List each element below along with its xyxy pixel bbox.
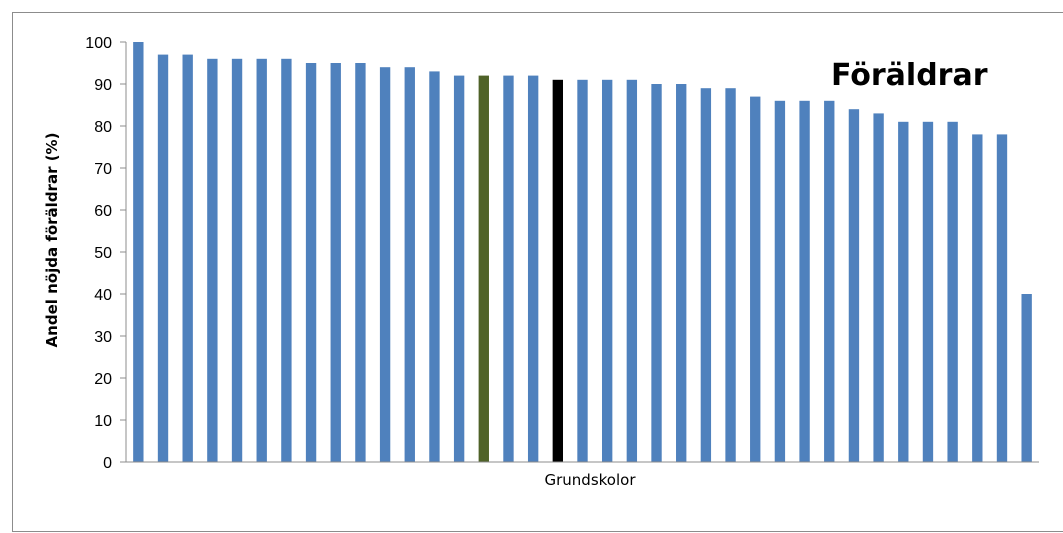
chart-title: Föräldrar bbox=[831, 58, 988, 93]
bar bbox=[330, 63, 341, 462]
bar bbox=[527, 75, 539, 462]
bar bbox=[750, 96, 761, 462]
bar bbox=[182, 54, 193, 462]
y-tick-label: 30 bbox=[94, 329, 112, 346]
bar bbox=[651, 84, 662, 462]
y-tick-label: 50 bbox=[94, 245, 112, 262]
y-tick-label: 0 bbox=[103, 455, 112, 472]
bar bbox=[453, 75, 465, 462]
bar bbox=[947, 121, 958, 463]
y-tick-label: 80 bbox=[94, 119, 112, 136]
y-tick-label: 40 bbox=[94, 287, 112, 304]
bar bbox=[379, 67, 391, 462]
bar bbox=[355, 63, 366, 462]
bar bbox=[725, 88, 736, 462]
bar bbox=[503, 75, 514, 462]
bar bbox=[429, 71, 440, 463]
chart-frame: 0 10 20 30 40 50 60 70 80 90 100 Föräldrar Andel n… bbox=[12, 12, 1063, 532]
bar bbox=[1021, 294, 1032, 462]
y-tick-label: 10 bbox=[94, 413, 112, 430]
bar bbox=[873, 113, 884, 463]
bar bbox=[478, 75, 489, 462]
bar bbox=[577, 79, 588, 463]
bar bbox=[996, 134, 1008, 462]
bar bbox=[626, 79, 638, 463]
bar bbox=[305, 63, 317, 462]
bar bbox=[281, 58, 292, 463]
bar bbox=[601, 79, 613, 463]
y-tick-label: 100 bbox=[85, 35, 112, 52]
bar bbox=[256, 58, 267, 463]
bar bbox=[133, 42, 144, 462]
y-tick-label: 60 bbox=[94, 203, 112, 220]
bar bbox=[157, 54, 169, 462]
bar bbox=[898, 121, 909, 463]
y-axis-title: Andel nöjda föräldrar (%) bbox=[43, 133, 61, 348]
bar bbox=[700, 88, 712, 462]
bar bbox=[207, 58, 218, 463]
bar bbox=[774, 100, 786, 463]
bar bbox=[848, 109, 860, 462]
bar bbox=[404, 67, 415, 462]
y-axis-ticks: 0 10 20 30 40 50 60 70 80 90 100 bbox=[85, 35, 126, 472]
bar bbox=[552, 79, 564, 463]
bar bbox=[922, 121, 934, 463]
bar bbox=[676, 84, 687, 462]
y-tick-label: 20 bbox=[94, 371, 112, 388]
y-tick-label: 90 bbox=[94, 77, 112, 94]
bar bbox=[824, 100, 835, 463]
bar bbox=[972, 134, 983, 462]
bar bbox=[799, 100, 810, 463]
bar-chart: 0 10 20 30 40 50 60 70 80 90 100 Föräldrar Andel n… bbox=[43, 35, 1039, 489]
bars bbox=[133, 42, 1032, 463]
x-axis-title: Grundskolor bbox=[545, 471, 637, 489]
bar bbox=[231, 58, 243, 463]
y-tick-label: 70 bbox=[94, 161, 112, 178]
